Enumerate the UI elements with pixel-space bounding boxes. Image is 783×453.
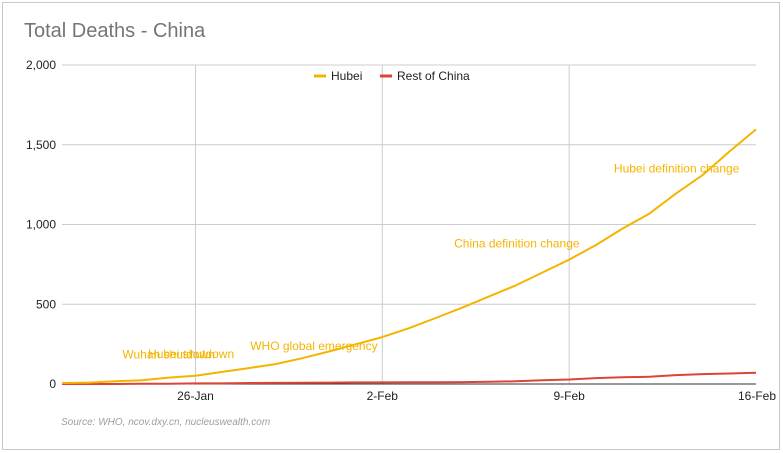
chart-source: Source: WHO, ncov.dxy.cn, nucleuswealth.… [61, 417, 271, 428]
series-line-hubei [61, 128, 757, 384]
x-tick-label: 26-Jan [177, 389, 214, 403]
series-line-rest-of-china [62, 371, 757, 385]
annotation-label: Hubei shutdown [148, 347, 234, 361]
annotation-label: Hubei definition change [614, 162, 740, 176]
x-tick-label: 2-Feb [367, 389, 399, 403]
y-tick-label: 2,000 [26, 58, 56, 72]
annotation-label: China definition change [454, 237, 580, 251]
annotation-label: Wuhan shutdown [122, 347, 215, 361]
y-tick-label: 1,500 [26, 138, 56, 152]
annotation-label: WHO global emergency [250, 339, 377, 353]
x-tick-label: 16-Feb [738, 389, 776, 403]
legend-label: Hubei [331, 69, 362, 83]
legend-label: Rest of China [397, 69, 470, 83]
y-tick-label: 500 [36, 297, 56, 311]
chart-title: Total Deaths - China [24, 20, 206, 42]
y-tick-label: 0 [49, 377, 56, 391]
x-tick-label: 9-Feb [553, 389, 585, 403]
y-tick-label: 1,000 [26, 218, 56, 232]
